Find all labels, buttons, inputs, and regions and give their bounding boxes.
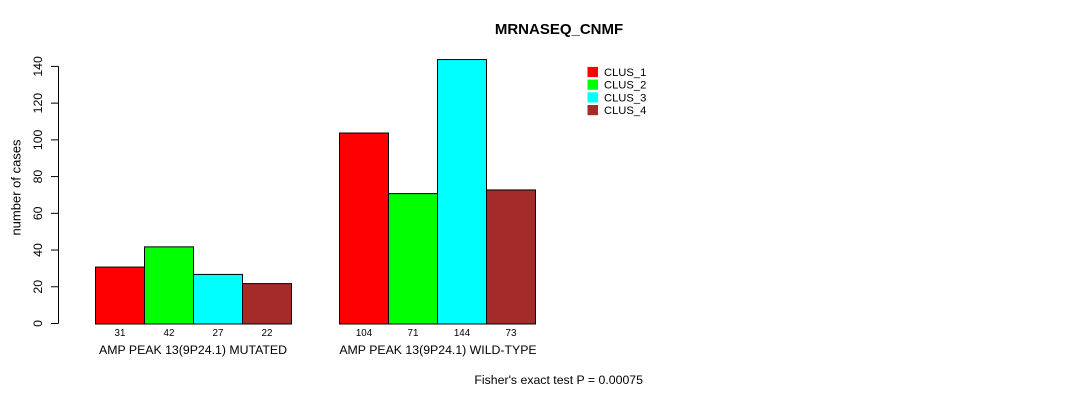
svg-text:71: 71	[408, 328, 419, 339]
svg-text:40: 40	[31, 243, 45, 257]
svg-text:120: 120	[31, 93, 45, 114]
svg-text:number of cases: number of cases	[9, 139, 24, 236]
svg-text:60: 60	[31, 206, 45, 220]
svg-text:42: 42	[164, 328, 175, 339]
svg-text:CLUS_2: CLUS_2	[604, 80, 646, 92]
svg-text:73: 73	[506, 328, 517, 339]
svg-text:104: 104	[356, 328, 373, 339]
svg-text:AMP PEAK 13(9P24.1) WILD-TYPE: AMP PEAK 13(9P24.1) WILD-TYPE	[339, 343, 536, 357]
svg-text:100: 100	[31, 129, 45, 150]
svg-text:0: 0	[31, 320, 45, 327]
svg-text:AMP PEAK 13(9P24.1) MUTATED: AMP PEAK 13(9P24.1) MUTATED	[99, 343, 287, 357]
svg-text:22: 22	[262, 328, 273, 339]
svg-text:80: 80	[31, 170, 45, 184]
svg-text:Fisher's exact test P = 0.0007: Fisher's exact test P = 0.00075	[474, 373, 643, 387]
svg-text:20: 20	[31, 280, 45, 294]
svg-text:CLUS_3: CLUS_3	[604, 92, 646, 104]
svg-text:CLUS_1: CLUS_1	[604, 67, 646, 79]
svg-text:140: 140	[31, 56, 45, 77]
svg-text:MRNASEQ_CNMF: MRNASEQ_CNMF	[495, 21, 623, 38]
svg-text:31: 31	[115, 328, 126, 339]
svg-text:144: 144	[454, 328, 471, 339]
svg-text:27: 27	[213, 328, 224, 339]
svg-text:CLUS_4: CLUS_4	[604, 105, 646, 117]
